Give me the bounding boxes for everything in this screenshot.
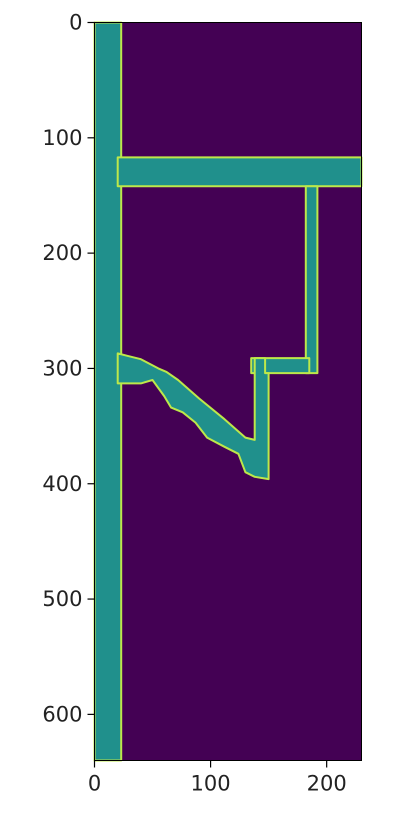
heatmap-region-1	[93, 21, 123, 762]
y-tick-label: 500	[42, 587, 82, 611]
x-tick-label: 100	[191, 772, 231, 796]
heatmap-region-3	[304, 185, 319, 375]
heatmap-background	[94, 22, 362, 761]
x-tick-label: 200	[307, 772, 347, 796]
heatmap-image	[93, 21, 363, 762]
x-tick-label: 0	[88, 772, 101, 796]
y-tick-label: 400	[42, 472, 82, 496]
heatmap-region-5	[116, 352, 270, 481]
y-tick-label: 200	[42, 241, 82, 265]
y-tick-label: 0	[69, 11, 82, 35]
y-tick-label: 300	[42, 356, 82, 380]
y-tick-label: 600	[42, 702, 82, 726]
x-axis: 0 100 200	[88, 760, 347, 796]
axes-frame	[94, 22, 362, 761]
heatmap-regions	[93, 21, 363, 762]
y-axis: 0 100 200 300 400 500 600	[42, 11, 95, 726]
y-tick-label: 100	[42, 126, 82, 150]
heatmap-region-2	[116, 156, 363, 188]
